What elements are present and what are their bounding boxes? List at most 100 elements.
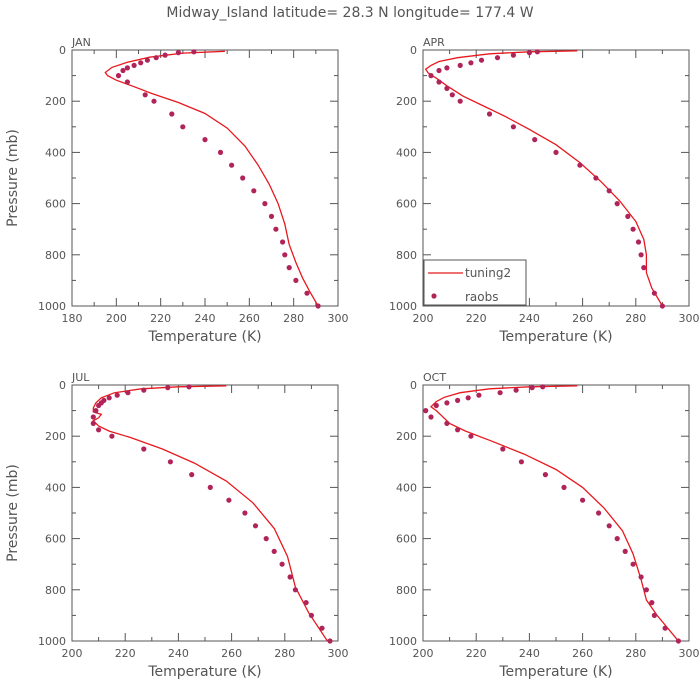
data-point-raobs-jul [114,392,120,398]
data-point-raobs-jan [280,239,286,245]
data-point-raobs-apr [494,55,501,61]
x-tick-label-apr: 200 [413,312,434,325]
data-point-raobs-jul [106,395,112,401]
x-tick-label-jan: 180 [62,312,83,325]
data-point-raobs-oct [423,408,429,414]
x-tick-label-apr: 280 [625,312,646,325]
y-tick-label-oct: 0 [410,379,417,392]
data-point-raobs-oct [444,400,450,406]
data-point-raobs-jul [125,390,131,396]
data-point-raobs-oct [561,484,567,490]
y-tick-label-jul: 0 [59,379,66,392]
data-point-raobs-oct [455,397,461,403]
y-tick-label-oct: 800 [396,584,417,597]
x-axis-label-jul: Temperature (K) [147,664,261,680]
data-point-raobs-jan [304,290,310,296]
y-tick-label-jan: 200 [45,95,66,108]
data-point-raobs-apr [553,149,559,155]
data-point-raobs-oct [651,612,658,619]
data-point-raobs-jan [240,175,246,181]
x-tick-label-jul: 260 [221,647,242,660]
panel-label-jul: JUL [71,371,90,384]
data-point-raobs-jan [124,79,130,85]
x-tick-label-jan: 240 [195,312,216,325]
data-point-raobs-apr [526,50,533,56]
data-point-raobs-apr [614,201,620,207]
data-point-raobs-apr [478,57,485,63]
data-point-raobs-jan [175,50,181,56]
data-point-raobs-oct [596,510,602,516]
legend-line-label: tuning2 [465,266,511,280]
data-point-raobs-oct [529,385,535,391]
y-tick-label-apr: 800 [396,249,417,262]
legend: tuning2 raobs [423,259,527,306]
x-tick-label-oct: 220 [466,647,487,660]
data-point-raobs-jan [180,124,186,130]
data-point-raobs-jul [242,510,248,516]
data-point-raobs-apr [486,111,493,117]
x-tick-label-apr: 260 [572,312,593,325]
y-tick-label-jan: 400 [45,146,66,159]
data-point-raobs-oct [428,414,434,420]
data-point-raobs-jan [262,201,268,207]
data-point-raobs-jul [287,574,293,580]
series-line-tuning2-jul [92,385,328,641]
y-tick-label-jul: 600 [45,533,66,546]
data-point-raobs-jul [252,523,259,529]
x-tick-label-jul: 220 [115,647,136,660]
data-point-raobs-apr [457,98,463,104]
x-axis-label-apr: Temperature (K) [498,329,612,345]
y-tick-label-jul: 1000 [38,635,66,648]
data-point-raobs-apr [428,73,434,79]
x-tick-label-jul: 240 [168,647,189,660]
y-tick-label-jan: 0 [59,44,66,57]
data-point-raobs-oct [630,561,636,567]
data-point-raobs-apr [510,124,516,130]
data-point-raobs-jul [141,387,147,393]
data-point-raobs-jan [251,188,257,194]
panel-label-oct: OCT [423,371,446,384]
y-tick-label-jan: 800 [45,249,66,262]
data-point-raobs-apr [449,92,455,98]
data-point-raobs-apr [641,265,647,271]
y-tick-label-oct: 200 [396,430,417,443]
y-tick-label-apr: 200 [396,95,417,108]
data-point-raobs-apr [532,137,538,143]
data-point-raobs-jul [327,638,333,644]
panel-jul: JUL 200 220 240 260 280 300 0 200 400 600 800 1000 Te… [5,371,349,680]
data-point-raobs-jan [169,111,175,117]
x-tick-label-jul: 200 [62,647,83,660]
x-tick-label-oct: 200 [413,647,434,660]
legend-box [423,259,527,306]
data-point-raobs-jan [162,52,168,58]
data-point-raobs-oct [643,587,650,593]
data-point-raobs-jan [124,65,130,71]
data-point-raobs-apr [436,67,442,74]
x-tick-label-jan: 200 [106,312,127,325]
data-point-raobs-oct [518,459,525,465]
data-point-raobs-apr [534,49,541,55]
data-point-raobs-jul [308,612,314,619]
y-tick-label-oct: 400 [396,481,417,494]
data-point-raobs-jul [207,484,213,490]
y-tick-label-oct: 600 [396,533,417,546]
x-tick-label-oct: 300 [679,647,700,660]
series-line-tuning2-apr [424,50,663,306]
data-point-raobs-oct [614,536,620,542]
data-point-raobs-jan [282,252,288,258]
data-point-raobs-jul [263,536,269,542]
data-point-raobs-jan [268,213,275,219]
data-point-raobs-apr [444,65,450,71]
data-point-raobs-jul [189,472,195,478]
data-point-raobs-apr [638,252,644,258]
series-line-tuning2-jan [104,50,319,306]
data-point-raobs-jul [271,548,277,555]
x-tick-label-jul: 280 [274,647,295,660]
data-point-raobs-jan [293,277,299,283]
data-point-raobs-jan [191,49,197,55]
y-axis-label-jul: Pressure (mb) [5,464,21,562]
y-tick-label-apr: 400 [396,146,417,159]
y-tick-label-jul: 800 [45,584,66,597]
data-point-raobs-jan [115,73,122,79]
data-point-raobs-oct [662,625,668,631]
